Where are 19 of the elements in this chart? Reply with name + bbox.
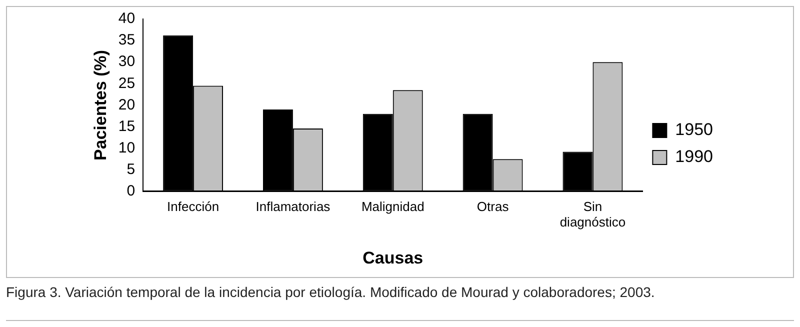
- y-tick-label: 35: [118, 32, 136, 49]
- x-tick-label: Otras: [476, 198, 510, 214]
- x-tick-label: Infección: [167, 198, 220, 214]
- y-tick-label: 15: [118, 118, 136, 135]
- y-tick-label: 25: [118, 74, 136, 92]
- text: Figura 3. Variación temporal de la incidencia por etiología. Modificado de Mourad y colaboradores; 2003.: [6, 284, 655, 300]
- legend-label: 1950: [675, 120, 714, 140]
- y-tick-label: 40: [118, 10, 136, 28]
- legend-label: 1990: [675, 147, 714, 166]
- y-tick-label: 20: [118, 96, 136, 114]
- x-tick-label: Sin diagnóstico: [560, 198, 626, 230]
- y-tick-label: 0: [126, 182, 136, 200]
- y-tick-label: 10: [118, 139, 136, 156]
- y-tick-label: 30: [118, 53, 136, 70]
- y-tick-label: 5: [126, 160, 136, 178]
- x-axis-title: Causas: [362, 248, 424, 268]
- y-axis-title: Pacientes (%): [90, 50, 110, 160]
- x-tick-label: Malignidad: [361, 198, 424, 214]
- x-tick-label: Inflamatorias: [256, 198, 331, 214]
